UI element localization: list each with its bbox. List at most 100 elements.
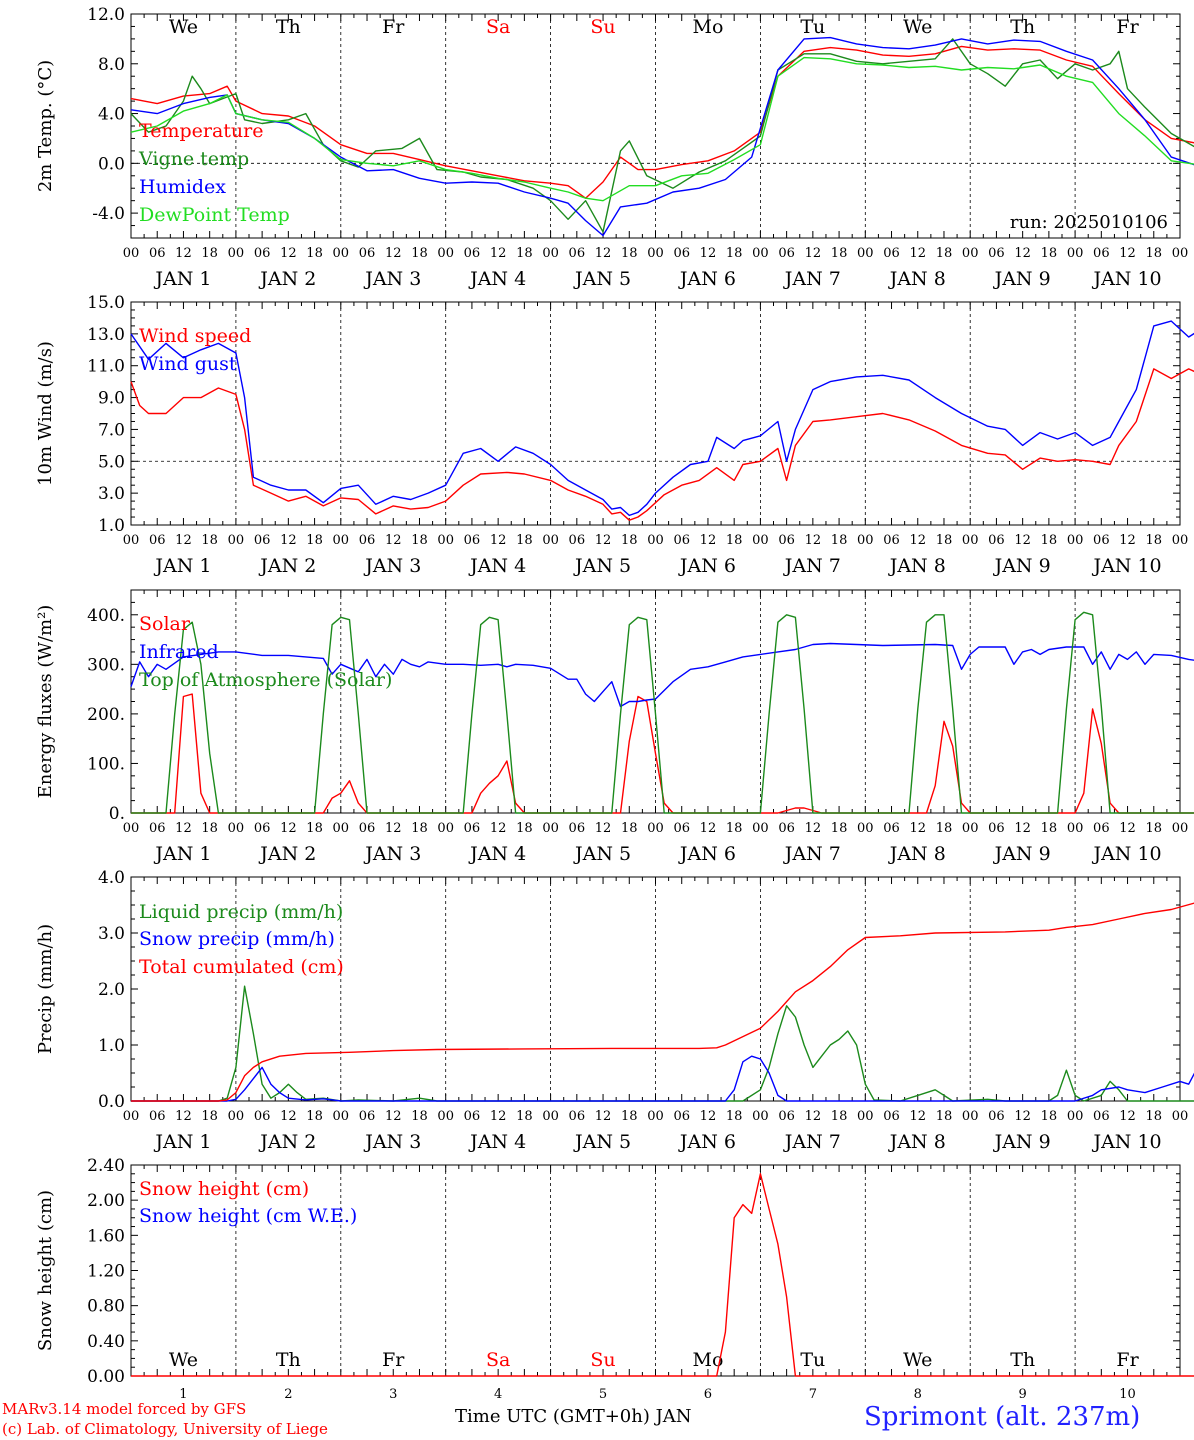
hour-label: 00 [752,246,769,261]
hour-label: 18 [201,1109,218,1124]
hour-label: 06 [149,246,166,261]
y-tick-label: 0.00 [87,1367,125,1387]
hour-label: 06 [569,246,586,261]
hour-label: 18 [621,1109,638,1124]
y-axis-label: Snow height (cm) [35,1190,56,1351]
date-label: JAN 2 [258,268,316,290]
hour-label: 00 [542,246,559,261]
series-line [131,611,1194,814]
hour-label: 18 [936,533,953,548]
hour-label: 12 [1014,1109,1031,1124]
hour-label: 06 [778,821,795,836]
hour-label: 18 [516,1109,533,1124]
hour-label: 12 [175,1109,192,1124]
y-axis-label: 10m Wind (m/s) [35,341,56,486]
hour-label: 18 [1146,246,1163,261]
weekday-label: Th [276,16,301,38]
hour-label: 18 [201,821,218,836]
y-tick-label: 400. [87,606,125,626]
plot-frame [130,589,1181,814]
y-axis-label: Precip (mm/h) [35,924,56,1054]
hour-label: 00 [1067,246,1084,261]
hour-label: 00 [437,821,454,836]
hour-label: 06 [988,246,1005,261]
hour-label: 12 [700,246,717,261]
y-tick-label: 1.20 [87,1262,125,1282]
hour-label: 12 [490,1109,507,1124]
chart-panel-5: 2.40 2.00 1.60 1.20 0.80 0.40 0.00 Snow height … [35,1156,1194,1402]
hour-label: 12 [175,821,192,836]
y-tick-label: 2.00 [87,1191,125,1211]
hour-label: 12 [909,821,926,836]
hour-label: 06 [569,533,586,548]
hour-label: 12 [595,821,612,836]
weekday-label: Fr [382,1349,405,1371]
hour-label: 00 [437,1109,454,1124]
hour-label: 06 [673,1109,690,1124]
hour-label: 12 [490,246,507,261]
hour-label: 00 [1067,821,1084,836]
hour-label: 18 [516,533,533,548]
chart-panel-1: 12.0 8.0 4.0 0.0 -4.0 2m Temp. (°C) 00 06 12 18 00… [35,5,1194,290]
hour-label: 06 [778,246,795,261]
y-tick-label: 2.40 [87,1156,125,1176]
hour-label: 06 [254,1109,271,1124]
hour-label: 18 [306,821,323,836]
hour-label: 06 [254,821,271,836]
date-label: JAN 10 [1091,268,1161,290]
hour-label: 18 [831,821,848,836]
hour-label: 00 [647,821,664,836]
legend-entry: Liquid precip (mm/h) [139,901,343,923]
weekday-label: Fr [1116,16,1139,38]
hour-label: 06 [988,533,1005,548]
hour-label: 12 [909,1109,926,1124]
hour-label: 00 [123,821,140,836]
weekday-label: We [169,1349,198,1371]
weekday-label: Su [590,1349,615,1371]
hour-label: 18 [936,821,953,836]
hour-label: 12 [280,533,297,548]
hour-label: 18 [516,246,533,261]
hour-label: 06 [778,1109,795,1124]
hour-label: 00 [1172,1109,1189,1124]
chart-panel-4: 4.0 3.0 2.0 1.0 0.0 Precip (mm/h) 00 06 12 18 00 06… [35,868,1194,1153]
date-label: JAN 6 [678,555,736,577]
date-label: JAN 7 [783,555,841,577]
hour-label: 00 [962,1109,979,1124]
hour-label: 06 [778,533,795,548]
date-label: JAN 7 [783,843,841,865]
hour-label: 00 [857,821,874,836]
series-line [130,642,1194,708]
hour-label: 18 [1041,1109,1058,1124]
hour-label: 18 [1146,1109,1163,1124]
plot-frame [130,301,1181,526]
hour-label: 00 [228,1109,245,1124]
hour-label: 00 [962,821,979,836]
legend-entry: Vigne temp [138,148,249,170]
hour-label: 00 [437,246,454,261]
hour-label: 06 [464,533,481,548]
hour-label: 00 [1067,533,1084,548]
hour-label: 18 [201,533,218,548]
date-label: JAN 7 [783,268,841,290]
hour-label: 00 [647,1109,664,1124]
legend-entry: Infrared [139,641,219,663]
hour-label: 12 [490,821,507,836]
date-label: JAN 4 [468,1131,526,1153]
hour-label: 00 [647,533,664,548]
hour-label: 00 [228,533,245,548]
hour-label: 12 [805,246,822,261]
date-label: JAN 1 [153,268,211,290]
series-line [130,36,1194,237]
hour-label: 00 [542,821,559,836]
hour-label: 18 [831,1109,848,1124]
y-tick-label: 1.0 [98,516,125,536]
y-tick-label: 4.0 [98,868,125,888]
date-label: JAN 9 [993,268,1051,290]
hour-label: 18 [516,821,533,836]
date-label: JAN 8 [888,268,946,290]
hour-label: 12 [385,246,402,261]
weekday-label: Th [1010,1349,1035,1371]
date-label: JAN 3 [363,555,421,577]
date-label: JAN 10 [1091,1131,1161,1153]
